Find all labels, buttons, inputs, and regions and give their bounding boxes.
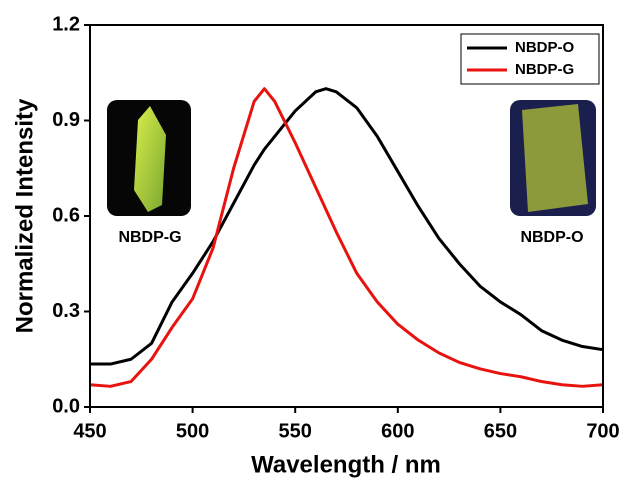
y-tick-label: 0.6 [52,204,80,226]
series-line [90,87,604,366]
annotation: NBDP-G [118,229,181,246]
y-tick-label: 1.2 [52,13,80,35]
legend-label: NBDP-O [515,39,574,56]
y-tick-label: 0.3 [52,300,80,322]
x-tick-label: 600 [381,420,414,442]
y-axis-title: Normalized Intensity [11,98,38,333]
crystal-o [522,104,588,212]
series-line [89,87,604,388]
x-tick-label: 550 [279,420,312,442]
y-tick-label: 0.9 [52,109,80,131]
x-tick-label: 450 [73,420,106,442]
legend-box [460,33,600,85]
plot-frame [89,24,604,408]
crystal-g [134,106,166,212]
y-tick-label: 0.0 [52,395,80,417]
x-tick-label: 500 [176,420,209,442]
x-tick-label: 650 [484,420,517,442]
annotation: NBDP-O [520,229,583,246]
legend-label: NBDP-G [515,61,574,78]
x-axis-title: Wavelength / nm [251,451,441,478]
x-tick-label: 700 [586,420,619,442]
